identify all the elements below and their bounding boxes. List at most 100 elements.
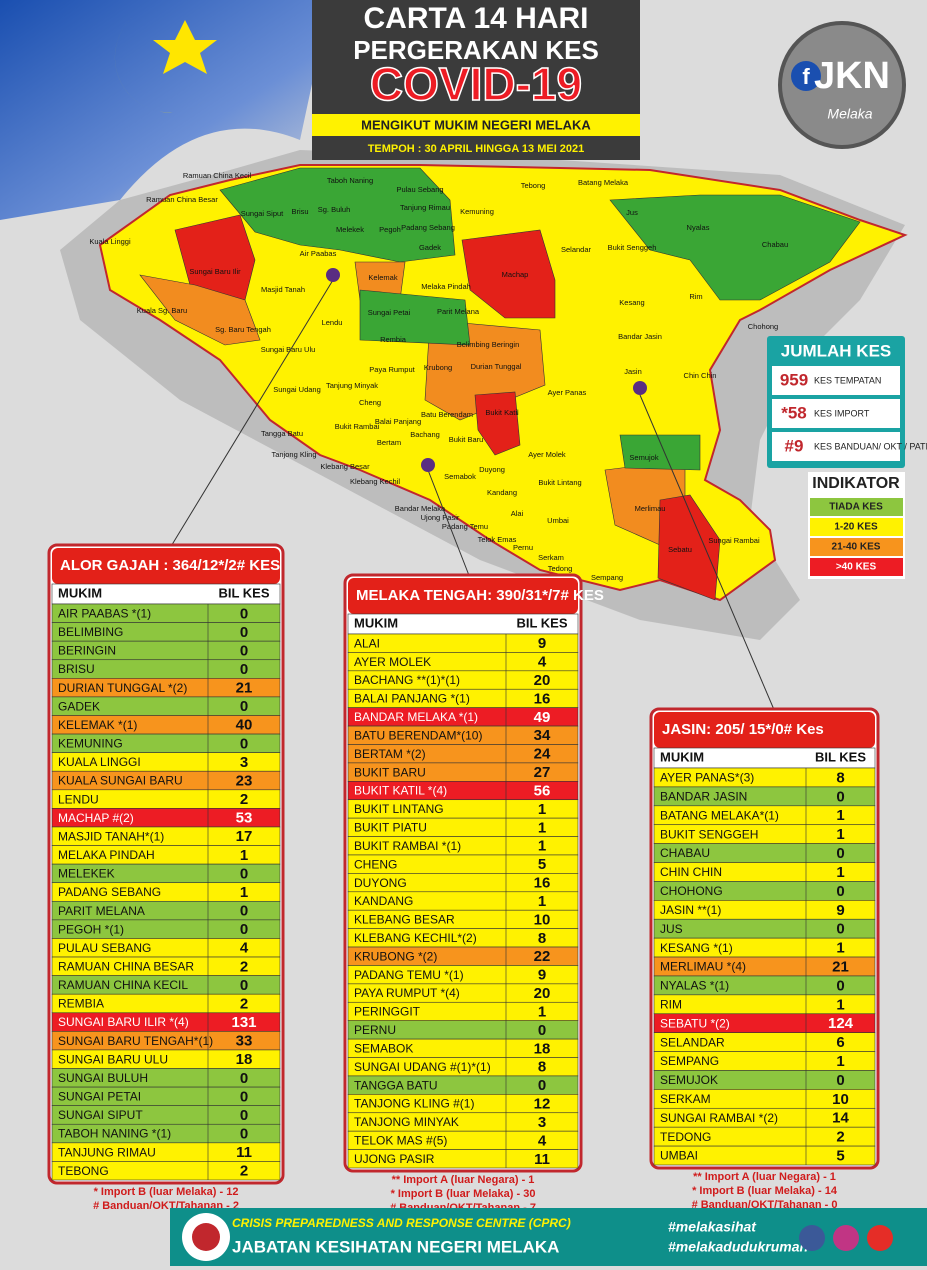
map-label: Pegoh xyxy=(379,225,401,234)
map-label: Bertam xyxy=(377,438,401,447)
subtitle-band xyxy=(312,114,640,136)
case-count: 0 xyxy=(240,865,248,882)
case-count: 0 xyxy=(240,698,248,715)
logo-text: JKN xyxy=(814,55,890,97)
indicator-swatch xyxy=(810,538,903,556)
case-count: 0 xyxy=(836,883,844,900)
column-label: BIL KES xyxy=(815,749,866,764)
footnote: ** Import A (luar Negara) - 1 xyxy=(693,1171,836,1183)
map-label: Tanjong Kling xyxy=(271,450,316,459)
mukim-name: BALAI PANJANG *(1) xyxy=(354,692,470,706)
case-count: 53 xyxy=(236,810,253,827)
map-label: Bukit Senggeh xyxy=(608,243,657,252)
mukim-name: TANJUNG RIMAU xyxy=(58,1145,156,1159)
map-label: Jasin xyxy=(624,367,642,376)
logo-icon-text: f xyxy=(802,64,810,89)
star xyxy=(153,20,217,74)
case-count: 2 xyxy=(240,1163,248,1180)
map-label: Padang Temu xyxy=(442,522,488,531)
map-region xyxy=(474,391,521,456)
map-label: Kelemak xyxy=(368,273,397,282)
case-count: 6 xyxy=(836,1034,844,1051)
case-count: 0 xyxy=(240,605,248,622)
case-count: 11 xyxy=(534,1151,550,1168)
column-label: BIL KES xyxy=(218,585,269,600)
map-label: Tanjung Minyak xyxy=(326,381,378,390)
footnote: * Import B (luar Melaka) - 12 xyxy=(94,1186,239,1198)
case-count: 5 xyxy=(836,1148,844,1165)
map-label: Gadek xyxy=(419,243,441,252)
map-region xyxy=(609,194,861,301)
instagram-icon[interactable] xyxy=(833,1225,859,1251)
mukim-name: DURIAN TUNGGAL *(2) xyxy=(58,681,187,695)
case-count: 10 xyxy=(832,1091,849,1108)
mukim-name: CHOHONG xyxy=(660,884,723,898)
case-count: 5 xyxy=(538,856,546,873)
mukim-name: JUS xyxy=(660,922,683,936)
mukim-name: JASIN **(1) xyxy=(660,903,721,917)
case-count: 11 xyxy=(236,1144,252,1161)
case-count: 1 xyxy=(538,893,546,910)
map-label: Brisu xyxy=(291,207,308,216)
mukim-name: BUKIT KATIL *(4) xyxy=(354,784,447,798)
mukim-name: SUNGAI BARU ILIR *(4) xyxy=(58,1015,189,1029)
footer-line2: JABATAN KESIHATAN NEGERI MELAKA xyxy=(232,1237,559,1256)
map-label: Batu Berendam xyxy=(421,410,473,419)
subtitle: MENGIKUT MUKIM NEGERI MELAKA xyxy=(361,117,591,132)
mukim-name: KANDANG xyxy=(354,894,413,908)
case-count: 16 xyxy=(534,875,551,892)
mukim-name: BANDAR JASIN xyxy=(660,790,747,804)
mukim-name: PAYA RUMPUT *(4) xyxy=(354,986,460,1000)
total-label: KES BANDUAN/ OKT / PATI xyxy=(814,441,927,451)
footnote: * Import B (luar Melaka) - 30 xyxy=(391,1188,536,1200)
mukim-name: UJONG PASIR xyxy=(354,1152,435,1166)
hashtag: #melakadudukrumah xyxy=(668,1239,808,1255)
case-count: 23 xyxy=(236,772,253,789)
map-label: Kuala Linggi xyxy=(89,237,131,246)
mukim-name: DUYONG xyxy=(354,876,407,890)
mukim-name: KEMUNING xyxy=(58,737,123,751)
mukim-name: PERINGGIT xyxy=(354,1005,421,1019)
map-label: Machap xyxy=(502,270,529,279)
map-label: Bachang xyxy=(410,430,440,439)
mukim-name: MELEKEK xyxy=(58,867,115,881)
case-count: 8 xyxy=(538,930,546,947)
map-pin xyxy=(326,268,340,282)
mukim-name: TABOH NANING *(1) xyxy=(58,1127,171,1141)
column-label: MUKIM xyxy=(660,749,704,764)
case-count: 40 xyxy=(236,717,253,734)
title: PERGERAKAN KES xyxy=(353,35,599,65)
case-count: 1 xyxy=(836,940,844,957)
indicator-swatch xyxy=(810,558,903,576)
footer-logo xyxy=(192,1223,220,1251)
case-count: 8 xyxy=(538,1059,546,1076)
table-header xyxy=(348,578,578,614)
youtube-icon[interactable] xyxy=(867,1225,893,1251)
case-count: 56 xyxy=(534,782,551,799)
case-count: 1 xyxy=(538,1003,546,1020)
facebook-icon[interactable] xyxy=(799,1225,825,1251)
case-count: 4 xyxy=(538,1132,547,1149)
mukim-name: PARIT MELANA xyxy=(58,904,145,918)
mukim-name: BERINGIN xyxy=(58,644,116,658)
footnote: * Import B (luar Melaka) - 14 xyxy=(692,1185,838,1197)
case-count: 2 xyxy=(836,1129,844,1146)
mukim-name: AYER PANAS*(3) xyxy=(660,771,754,785)
map-label: Semabok xyxy=(444,472,476,481)
case-count: 0 xyxy=(240,1126,248,1143)
case-count: 22 xyxy=(534,948,551,965)
case-count: 12 xyxy=(534,1096,551,1113)
column-label: BIL KES xyxy=(516,615,567,630)
map-label: Bukit Rambai xyxy=(335,422,380,431)
map-label: Tebong xyxy=(521,181,546,190)
mukim-name: RIM xyxy=(660,997,682,1011)
case-count: 20 xyxy=(534,672,551,689)
map-region xyxy=(657,494,721,601)
title: COVID-19 xyxy=(370,58,582,110)
map-label: Ramuan China Kecil xyxy=(183,171,252,180)
map-label: Ayer Molek xyxy=(528,450,566,459)
case-count: 21 xyxy=(236,680,253,697)
case-count: 0 xyxy=(240,1088,248,1105)
map-pin xyxy=(421,458,435,472)
map-labels: Ramuan China Kecil Ramuan China Besar Kual… xyxy=(89,171,788,582)
